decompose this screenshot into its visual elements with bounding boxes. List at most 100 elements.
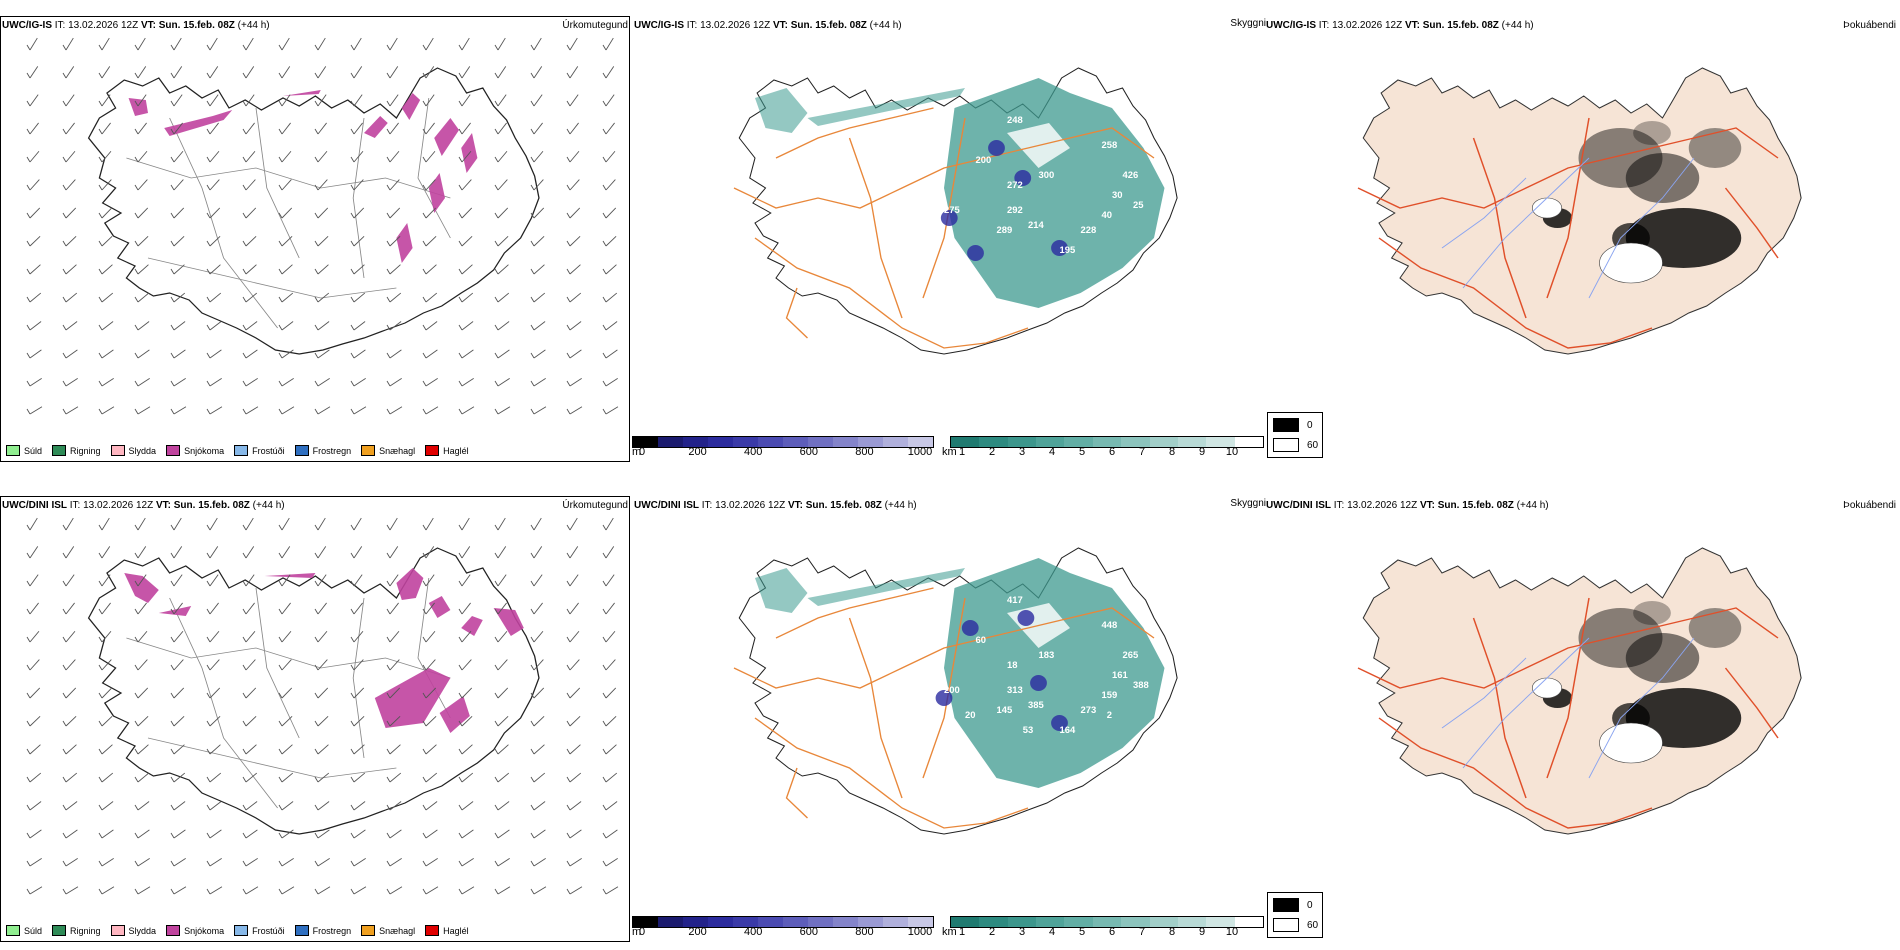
lead-time: (+44 h) (252, 500, 285, 511)
legend-label: 60 (1307, 439, 1319, 451)
cloud-base-value: 300 (1039, 170, 1055, 180)
colorbar-segment (658, 917, 683, 927)
vt-value: Sun. 15.feb. 08Z (158, 20, 235, 31)
colorbar-segment (1177, 917, 1207, 927)
colorbar-segment (633, 917, 658, 927)
colorbar-segment (1206, 437, 1235, 447)
legend-swatch (361, 925, 376, 936)
model-name: UWC/DINI ISL (2, 500, 67, 511)
colorbar-tick: 1 (958, 446, 966, 458)
legend-swatch (52, 445, 67, 456)
legend-swatch (425, 445, 440, 456)
colorbar-segment (808, 917, 833, 927)
colorbar-tick: 9 (1198, 926, 1206, 938)
roads (1357, 597, 1779, 829)
colorbar-segment (1121, 437, 1150, 447)
it-label: IT: (686, 20, 698, 31)
fog-legend-item: 0 (1273, 898, 1313, 912)
colorbar-tick: 400 (744, 446, 763, 458)
it-value: 13.02.2026 12Z (68, 20, 139, 31)
rivers (1441, 157, 1695, 299)
cloud-base-colorbar (632, 436, 934, 448)
colorbar-tick: 0 (638, 926, 646, 938)
legend-label: Haglél (443, 445, 469, 456)
colorbar-segment (758, 437, 783, 447)
legend-label: Snæhagl (379, 445, 416, 456)
terrain-lines (126, 577, 451, 809)
legend-label: Rigning (70, 925, 101, 936)
precip-frame (0, 496, 630, 942)
visibility-field (755, 558, 1165, 788)
colorbar-segment (979, 917, 1008, 927)
precip-type-panel: UWC/IG-IS IT: 13.02.2026 12Z VT: Sun. 15… (0, 0, 632, 470)
model-name: UWC/DINI ISL (1266, 500, 1331, 511)
it-value: 13.02.2026 12Z (1332, 20, 1403, 31)
colorbar-segment (1206, 917, 1235, 927)
cloud-base-value: 289 (997, 225, 1013, 235)
colorbar-segment (883, 437, 908, 447)
cloud-base-value: 272 (1007, 180, 1023, 190)
visibility-ticks: 1 2 3 4 5 6 7 8 9 10 (959, 926, 1262, 940)
legend-swatch (294, 925, 309, 936)
cloud-base-ticks: 0 200 400 600 800 1000 (632, 446, 932, 460)
cloud-base-value: 275 (944, 205, 960, 215)
visibility-panel: UWC/IG-IS IT: 13.02.2026 12Z VT: Sun. 15… (632, 0, 1266, 470)
cloud-base-value: 53 (1023, 725, 1034, 735)
vt-value: Sun. 15.feb. 08Z (1422, 20, 1499, 31)
precip-legend-item: Slydda (110, 925, 156, 936)
it-label: IT: (1318, 20, 1330, 31)
colorbar-segment (708, 437, 733, 447)
visibility-ticks: 1 2 3 4 5 6 7 8 9 10 (958, 446, 1262, 460)
cloud-base-value: 164 (1060, 725, 1077, 735)
cloud-base-value: 30 (1112, 190, 1123, 200)
precip-legend: Súld Rigning Slydda Snjókoma Frostúði Frostre… (6, 445, 469, 456)
cloud-base-value: 273 (1081, 705, 1097, 715)
cloud-base-patches (935, 610, 1068, 731)
colorbar-tick: 3 (1018, 446, 1026, 458)
colorbar-tick: 600 (799, 446, 818, 458)
visibility-field (755, 78, 1165, 308)
cloud-base-value: 417 (1007, 595, 1023, 605)
precip-legend-item: Rigning (52, 925, 101, 936)
colorbar-tick: 9 (1198, 446, 1206, 458)
roads (733, 107, 1155, 349)
model-row: UWC/IG-IS IT: 13.02.2026 12Z VT: Sun. 15… (0, 0, 1900, 470)
fog-field (1542, 121, 1742, 268)
colorbar-segment (708, 917, 733, 927)
fog-legend-item: 60 (1273, 918, 1318, 932)
colorbar-tick: 0 (638, 446, 646, 458)
legend-label: 0 (1307, 419, 1313, 431)
it-value: 13.02.2026 12Z (715, 500, 786, 511)
cloud-base-value: 60 (976, 635, 987, 645)
wind-barbs (26, 37, 619, 415)
visibility-panel: UWC/DINI ISL IT: 13.02.2026 12Z VT: Sun.… (632, 480, 1266, 950)
vt-value: Sun. 15.feb. 08Z (805, 500, 882, 511)
cloud-base-value: 145 (997, 705, 1013, 715)
legend-swatch (6, 925, 20, 936)
legend-label: Snjókoma (184, 925, 225, 936)
cloud-base-value: 161 (1112, 670, 1128, 680)
colorbar-segment (758, 917, 783, 927)
cloud-base-value: 265 (1123, 650, 1139, 660)
visibility-unit: km (942, 446, 957, 458)
colorbar-tick: 1000 (907, 926, 933, 938)
legend-swatch (1273, 438, 1299, 452)
fog-legend-item: 60 (1273, 438, 1318, 452)
precip-legend-item: Rigning (52, 445, 101, 456)
colorbar-segment (1234, 917, 1263, 927)
legend-swatch (110, 925, 125, 936)
colorbar-segment (908, 917, 933, 927)
precip-legend: Súld Rigning Slydda Snjókoma Frostúði Frostre… (6, 925, 469, 936)
legend-swatch (361, 445, 376, 456)
cloud-base-value: 40 (1102, 210, 1113, 220)
legend-label: Frostregn (312, 445, 352, 456)
vt-label: VT: (1404, 20, 1420, 31)
colorbar-segment (808, 437, 833, 447)
precip-legend-item: Súld (6, 445, 42, 456)
cloud-base-value: 20 (965, 710, 976, 720)
precip-legend-item: Frostregn (294, 445, 352, 456)
colorbar-tick: 6 (1108, 446, 1116, 458)
fog-legend: 0 60 (1267, 412, 1323, 458)
it-value: 13.02.2026 12Z (700, 20, 771, 31)
legend-label: Slydda (128, 445, 157, 456)
